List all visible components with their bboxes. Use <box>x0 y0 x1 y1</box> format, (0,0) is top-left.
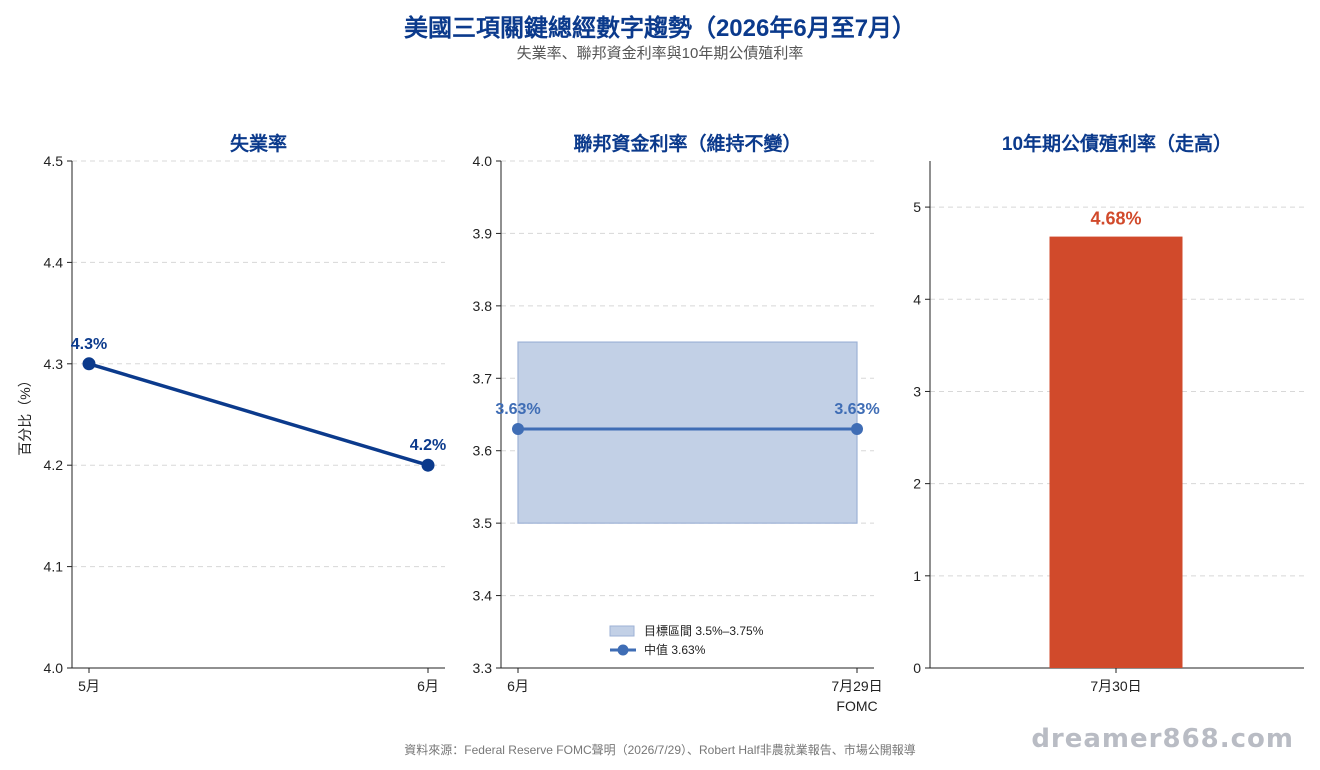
fed-median-point <box>851 422 863 435</box>
panel-3-ytick-label: 5 <box>913 199 921 215</box>
chart-subtitle: 失業率、聯邦資金利率與10年期公債殖利率 <box>516 45 804 62</box>
y-axis-title: 百分比（%） <box>17 373 33 455</box>
panel-3-title: 10年期公債殖利率（走高） <box>1002 132 1232 155</box>
panel-1-ytick-label: 4.5 <box>44 153 64 169</box>
panel-2-ytick-label: 3.9 <box>473 225 493 241</box>
legend-median-label: 中值 3.63% <box>644 642 706 657</box>
chart-title: 美國三項關鍵總經數字趨勢（2026年6月至7月） <box>403 15 917 42</box>
panel-2-ytick-label: 3.4 <box>473 588 493 604</box>
panel-2-ytick-label: 3.6 <box>473 443 493 459</box>
panel-2-ytick-label: 3.7 <box>473 370 493 386</box>
unemployment-point <box>421 458 435 472</box>
fed-target-band <box>517 341 858 524</box>
panel-3-ytick-label: 2 <box>913 476 921 492</box>
unemployment-data-label: 4.2% <box>410 437 446 454</box>
panel-1-ytick-label: 4.2 <box>44 457 64 473</box>
panel-3-xtick-label: 7月30日 <box>1090 678 1141 694</box>
panel-2-xtick-label: 6月 <box>507 678 529 694</box>
panel-3-ytick-label: 3 <box>913 383 921 399</box>
panel-3-ytick-label: 4 <box>913 291 921 307</box>
watermark: dreamer868.com <box>1031 724 1294 754</box>
legend-band-label: 目標區間 3.5%–3.75% <box>644 624 764 638</box>
panel-1-xtick-label: 6月 <box>417 678 439 694</box>
unemployment-data-label: 4.3% <box>71 336 107 353</box>
panel-2-xtick-label: 7月29日 FOMC <box>831 678 882 714</box>
fed-median-data-label: 3.63% <box>834 401 879 418</box>
panel-2-title: 聯邦資金利率（維持不變） <box>573 132 801 155</box>
panel-1-ytick-label: 4.0 <box>44 660 64 676</box>
panel-3-ytick-label: 0 <box>913 660 921 676</box>
legend-band-swatch <box>609 625 635 637</box>
panel-1-ytick-label: 4.1 <box>44 559 64 575</box>
panel-2-ytick-label: 3.5 <box>473 515 493 531</box>
panel-2-ytick-label: 3.3 <box>473 660 493 676</box>
panel-2-ytick-label: 3.8 <box>473 298 493 314</box>
fed-median-data-label: 3.63% <box>495 401 540 418</box>
source-note: 資料來源：Federal Reserve FOMC聲明（2026/7/29）、R… <box>404 743 916 757</box>
panel-1-title: 失業率 <box>230 132 287 155</box>
panel-1-ytick-label: 4.4 <box>44 254 64 270</box>
panel-3-ytick-label: 1 <box>913 568 921 584</box>
legend-median-swatch-marker <box>617 644 629 656</box>
unemployment-point <box>82 357 96 371</box>
yield-bar <box>1049 236 1183 668</box>
panel-2-ytick-label: 4.0 <box>473 153 493 169</box>
unemployment-series-line <box>88 362 429 467</box>
fed-median-point <box>512 422 524 435</box>
panel-1-ytick-label: 4.3 <box>44 356 64 372</box>
panel-1-xtick-label: 5月 <box>78 678 100 694</box>
yield-data-label: 4.68% <box>1090 209 1141 229</box>
